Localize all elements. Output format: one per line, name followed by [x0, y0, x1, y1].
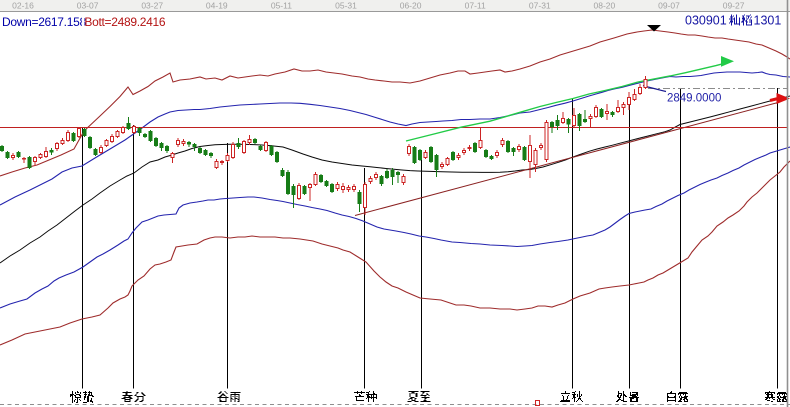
svg-text:030901: 030901	[685, 14, 727, 28]
svg-text:2849.0000: 2849.0000	[667, 93, 721, 105]
svg-text:Bott=2489.2416: Bott=2489.2416	[84, 15, 166, 29]
svg-text:07-11: 07-11	[465, 1, 486, 11]
svg-text:05-31: 05-31	[335, 1, 357, 11]
svg-text:Down=2617.158: Down=2617.158	[2, 15, 86, 29]
svg-text:06-20: 06-20	[400, 1, 422, 11]
svg-text:05-11: 05-11	[271, 1, 292, 11]
svg-text:02-16: 02-16	[12, 1, 34, 11]
svg-text:09-27: 09-27	[723, 1, 745, 11]
svg-text:08-20: 08-20	[594, 1, 616, 11]
svg-text:07-31: 07-31	[529, 1, 551, 11]
svg-text:03-07: 03-07	[77, 1, 99, 11]
svg-text:03-27: 03-27	[141, 1, 163, 11]
svg-text:1301: 1301	[754, 14, 782, 28]
svg-text:09-07: 09-07	[658, 1, 680, 11]
svg-text:04-19: 04-19	[206, 1, 228, 11]
